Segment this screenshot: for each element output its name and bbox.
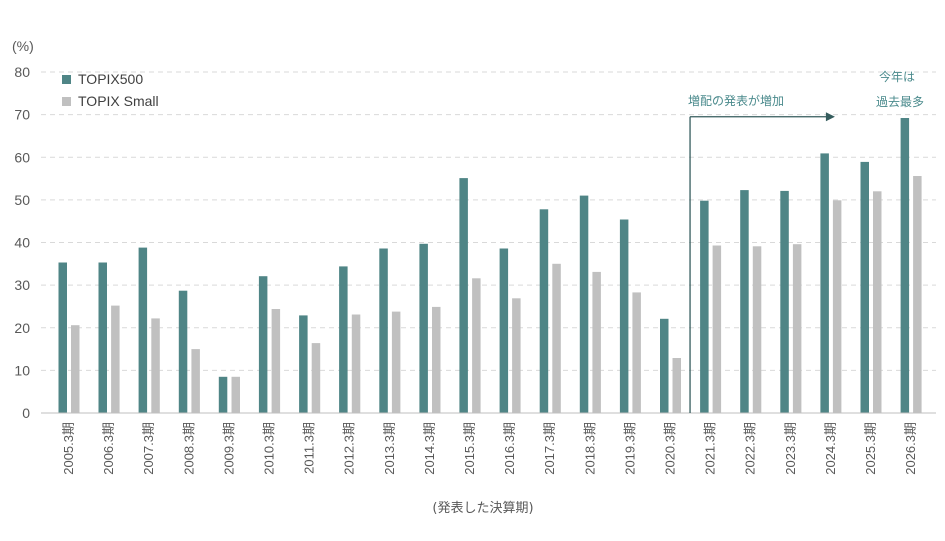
bar-topix-small [752,246,762,413]
bar-topix-small [271,309,281,413]
y-axis-ticks: 0 10 20 30 40 50 60 70 80 [14,64,30,421]
x-category-label: 2010.3期 [262,422,277,475]
x-category-label: 2025.3期 [863,422,878,475]
bar-topix500 [820,153,829,413]
bar-topix-small [191,349,200,413]
record-label-line2: 過去最多 [876,95,924,109]
bar-topix-small [231,376,240,413]
legend-label-topix-small: TOPIX Small [78,93,159,109]
bar-topix-small [592,271,601,413]
bar-topix500 [138,247,148,413]
x-category-label: 2005.3期 [61,422,76,475]
bar-topix-small [391,311,401,413]
bar-topix500 [379,248,388,413]
bar-topix-small [111,305,120,413]
y-tick-label: 80 [14,64,30,80]
x-category-label: 2022.3期 [743,422,758,475]
arrow-head-icon [825,112,835,122]
record-label-line1: 今年は [879,69,915,84]
x-category-label: 2012.3期 [342,422,357,475]
bar-topix500 [299,315,308,413]
bar-topix-small [712,245,722,413]
increase-period-label: 増配の発表が増加 [688,93,784,108]
x-category-label: 2024.3期 [823,422,838,475]
x-category-label: 2013.3期 [382,422,397,475]
bar-topix-small [632,292,641,413]
bar-topix-small [672,358,681,413]
bar-topix-small [832,200,842,413]
bar-topix-small [432,306,441,413]
y-axis-unit-label: (%) [12,38,34,54]
annotations: 増配の発表が増加 今年は 過去最多 [688,69,924,413]
bar-topix500 [218,376,228,413]
x-category-label: 2017.3期 [542,422,557,475]
bar-topix500 [258,276,268,413]
x-category-label: 2007.3期 [141,422,156,475]
legend-swatch-topix-small [62,97,71,106]
bar-topix500 [660,318,669,413]
bar-topix-small [913,176,922,413]
x-category-label: 2011.3期 [302,422,317,474]
y-tick-label: 10 [14,362,30,378]
y-tick-label: 60 [14,149,30,165]
bar-topix-small [351,314,361,413]
x-axis-title: (発表した決算期) [432,501,533,516]
bar-topix-small [512,298,521,413]
bar-topix500 [339,266,348,413]
x-category-label: 2006.3期 [101,422,116,475]
y-tick-label: 20 [14,320,30,336]
y-tick-label: 40 [14,235,30,251]
x-category-label: 2014.3期 [422,422,437,475]
x-category-label: 2008.3期 [181,422,196,475]
bar-topix500 [900,118,910,413]
bar-topix-small [151,318,160,413]
x-category-label: 2015.3期 [462,422,477,475]
x-category-label: 2018.3期 [582,422,597,475]
bar-topix500 [619,219,629,413]
y-tick-label: 30 [14,277,30,293]
bar-topix500 [780,190,789,413]
bar-topix500 [740,190,749,413]
bar-topix500 [700,200,709,413]
x-category-label: 2019.3期 [622,422,637,475]
y-tick-label: 70 [14,107,30,123]
bar-topix500 [178,290,188,413]
bar-topix500 [860,161,869,413]
bar-topix-small [71,325,80,413]
x-category-label: 2016.3期 [502,422,517,475]
x-category-label: 2009.3期 [221,422,236,475]
bar-topix-small [873,191,882,413]
legend-swatch-topix500 [62,75,71,84]
bar-topix500 [58,262,67,413]
legend: TOPIX500 TOPIX Small [62,71,159,109]
x-category-label: 2021.3期 [703,422,718,475]
y-tick-label: 50 [14,192,30,208]
bar-topix-small [472,278,481,413]
bar-topix-small [552,263,561,413]
bar-topix-small [792,244,802,413]
x-category-label: 2023.3期 [783,422,798,475]
bar-topix500 [459,178,468,413]
x-category-label: 2026.3期 [903,422,918,475]
bar-topix500 [579,195,589,413]
bar-topix500 [539,209,549,413]
bar-topix-small [311,343,321,413]
bar-topix500 [419,243,428,413]
bars [58,118,922,413]
y-tick-label: 0 [22,405,30,421]
bar-topix500 [98,262,107,413]
x-axis-category-labels: 2005.3期 2006.3期 2007.3期 2008.3期 2009.3期 2010.… [61,422,918,475]
legend-label-topix500: TOPIX500 [78,71,143,87]
bar-topix500 [499,248,509,413]
x-category-label: 2020.3期 [663,422,678,475]
